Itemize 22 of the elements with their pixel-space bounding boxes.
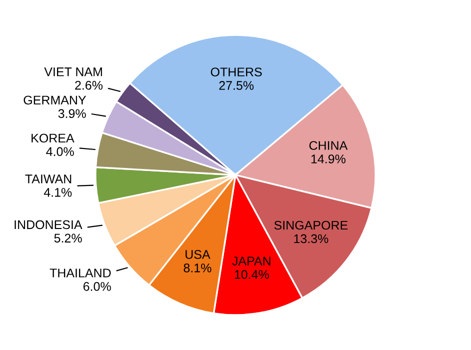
- data-label: 27.5%: [219, 81, 254, 90]
- data-label: 4.0%: [46, 147, 74, 156]
- slice-label: TAIWAN: [25, 174, 72, 184]
- data-label: 13.3%: [294, 234, 328, 244]
- slice-label: CHINA: [309, 141, 348, 150]
- data-label: 2.6%: [75, 80, 103, 90]
- data-label: 5.2%: [54, 234, 82, 243]
- slice-label: OTHERS: [210, 68, 262, 76]
- data-label: 3.9%: [58, 109, 86, 118]
- slice-label: INDONESIA: [14, 220, 82, 230]
- slice-label: GERMANY: [24, 96, 86, 105]
- data-label: 8.1%: [184, 264, 212, 272]
- data-label: 6.0%: [83, 282, 111, 291]
- slice-label: THAILAND: [50, 268, 111, 278]
- slice-label: SINGAPORE: [274, 220, 348, 230]
- slice-label: USA: [186, 250, 210, 259]
- data-label: 14.9%: [311, 154, 346, 164]
- slice-label: JAPAN: [232, 256, 270, 266]
- slice-label: VIET NAM: [44, 68, 102, 76]
- data-label: 10.4%: [234, 270, 269, 279]
- slice-label: KOREA: [32, 134, 74, 143]
- data-label: 4.1%: [44, 188, 72, 197]
